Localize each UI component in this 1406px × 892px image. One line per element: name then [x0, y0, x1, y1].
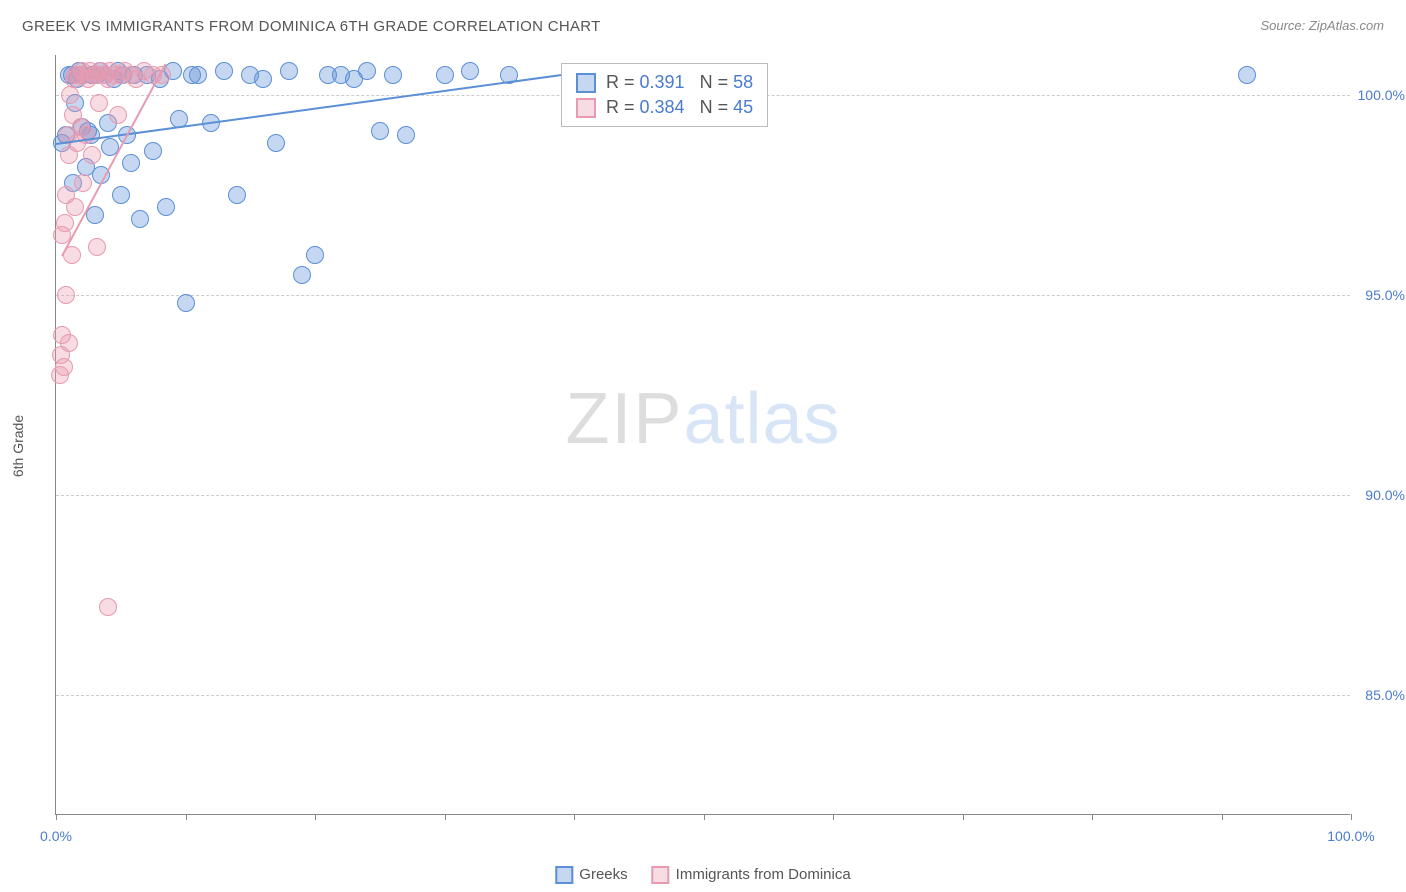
x-tick	[1222, 814, 1223, 820]
legend-row: R = 0.384 N = 45	[576, 95, 753, 120]
y-axis-title: 6th Grade	[10, 415, 26, 477]
x-tick	[963, 814, 964, 820]
data-point	[122, 154, 140, 172]
data-point	[189, 66, 207, 84]
correlation-legend: R = 0.391 N = 58 R = 0.384 N = 45	[561, 63, 768, 127]
legend-swatch	[576, 73, 596, 93]
legend-row: R = 0.391 N = 58	[576, 70, 753, 95]
y-tick-label: 95.0%	[1355, 287, 1405, 303]
legend-stats: R = 0.384 N = 45	[606, 97, 753, 118]
watermark: ZIPatlas	[565, 378, 840, 460]
y-tick-label: 90.0%	[1355, 487, 1405, 503]
x-tick	[56, 814, 57, 820]
data-point	[55, 358, 73, 376]
data-point	[293, 266, 311, 284]
data-point	[144, 142, 162, 160]
bottom-legend: Greeks Immigrants from Dominica	[555, 866, 850, 884]
data-point	[358, 62, 376, 80]
data-point	[109, 106, 127, 124]
data-point	[397, 126, 415, 144]
data-point	[56, 214, 74, 232]
y-tick-label: 85.0%	[1355, 687, 1405, 703]
x-tick-label: 100.0%	[1327, 828, 1374, 844]
legend-label: Immigrants from Dominica	[676, 866, 851, 883]
scatter-plot-area: ZIPatlas 85.0%90.0%95.0%100.0%0.0%100.0%…	[55, 55, 1350, 815]
data-point	[74, 174, 92, 192]
watermark-part2: atlas	[683, 379, 840, 459]
data-point	[61, 86, 79, 104]
data-point	[112, 186, 130, 204]
data-point	[157, 198, 175, 216]
watermark-part1: ZIP	[565, 379, 683, 459]
data-point	[228, 186, 246, 204]
data-point	[371, 122, 389, 140]
source-attribution: Source: ZipAtlas.com	[1260, 18, 1384, 33]
legend-label: Greeks	[579, 866, 627, 883]
data-point	[1238, 66, 1256, 84]
data-point	[57, 286, 75, 304]
chart-title: GREEK VS IMMIGRANTS FROM DOMINICA 6TH GR…	[22, 18, 601, 35]
data-point	[461, 62, 479, 80]
legend-swatch	[576, 98, 596, 118]
data-point	[131, 210, 149, 228]
legend-swatch	[555, 866, 573, 884]
y-tick-label: 100.0%	[1355, 87, 1405, 103]
legend-item: Immigrants from Dominica	[652, 866, 851, 884]
data-point	[267, 134, 285, 152]
x-tick	[574, 814, 575, 820]
data-point	[436, 66, 454, 84]
x-tick	[445, 814, 446, 820]
data-point	[280, 62, 298, 80]
x-tick	[1351, 814, 1352, 820]
data-point	[384, 66, 402, 84]
data-point	[60, 334, 78, 352]
data-point	[99, 598, 117, 616]
data-point	[90, 94, 108, 112]
data-point	[83, 146, 101, 164]
data-point	[88, 238, 106, 256]
data-point	[215, 62, 233, 80]
grid-line	[56, 495, 1350, 496]
x-tick-label: 0.0%	[40, 828, 72, 844]
data-point	[177, 294, 195, 312]
x-tick	[704, 814, 705, 820]
x-tick	[833, 814, 834, 820]
legend-item: Greeks	[555, 866, 627, 884]
x-tick	[315, 814, 316, 820]
grid-line	[56, 295, 1350, 296]
x-tick	[186, 814, 187, 820]
data-point	[66, 198, 84, 216]
grid-line	[56, 695, 1350, 696]
x-tick	[1092, 814, 1093, 820]
legend-swatch	[652, 866, 670, 884]
legend-stats: R = 0.391 N = 58	[606, 72, 753, 93]
data-point	[306, 246, 324, 264]
data-point	[254, 70, 272, 88]
